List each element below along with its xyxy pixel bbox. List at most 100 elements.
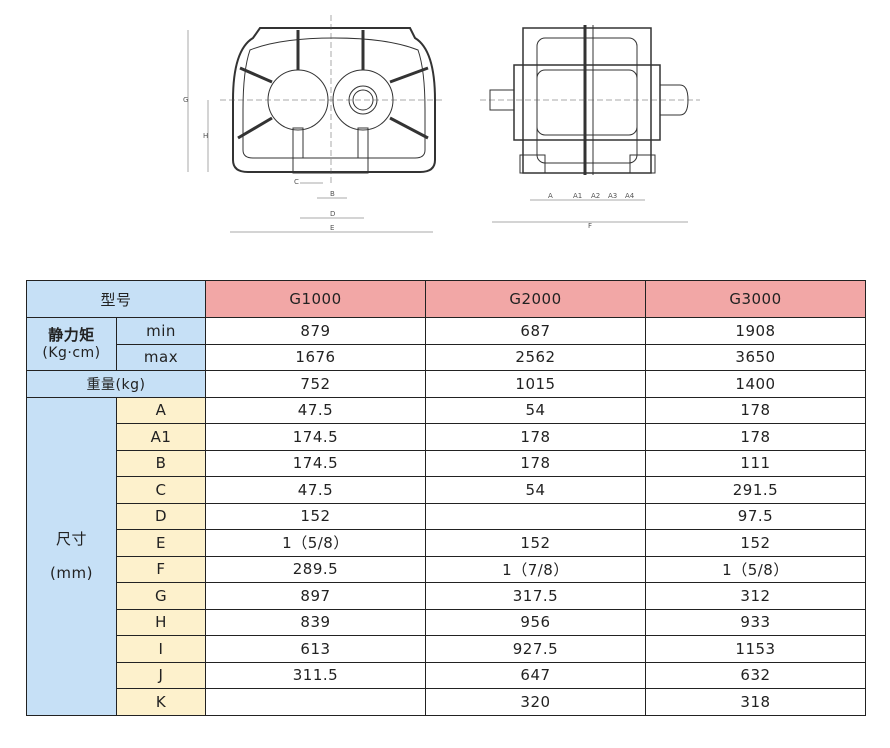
cell: 178 <box>645 423 866 451</box>
cell: 752 <box>205 370 426 398</box>
cell: 54 <box>425 476 646 504</box>
label-a2: A2 <box>591 192 600 200</box>
cell: 152 <box>205 502 426 530</box>
dimension-key: J <box>116 661 206 689</box>
cell: 291.5 <box>645 476 866 504</box>
model-g1000: G1000 <box>205 280 426 318</box>
cell: 178 <box>645 396 866 424</box>
cell: 956 <box>425 608 646 636</box>
label-f: F <box>588 222 592 230</box>
cell: 1015 <box>425 370 646 398</box>
label-c: C <box>294 178 299 186</box>
cell: 54 <box>425 396 646 424</box>
dimension-key: E <box>116 529 206 557</box>
cell: 174.5 <box>205 449 426 477</box>
dimension-key: F <box>116 555 206 583</box>
header-row: 型号 G1000 G2000 G3000 <box>26 280 866 318</box>
label-a3: A3 <box>608 192 617 200</box>
cell: 47.5 <box>205 476 426 504</box>
dimension-row: I 613 927.5 1153 <box>27 635 866 663</box>
cell: 933 <box>645 608 866 636</box>
label-e: E <box>330 224 334 232</box>
dimension-row: K 320 318 <box>27 688 866 716</box>
torque-max-row: max 1676 2562 3650 <box>27 343 866 371</box>
cell: 879 <box>205 317 426 345</box>
min-label: min <box>116 317 206 345</box>
dimension-row: C 47.5 54 291.5 <box>27 476 866 504</box>
cell: 317.5 <box>425 582 646 610</box>
cell: 311.5 <box>205 661 426 689</box>
side-view-labels: A A1 A2 A3 A4 F <box>548 192 635 230</box>
dimension-row: B 174.5 178 111 <box>27 449 866 477</box>
dimensions-label: 尺寸 (mm) <box>26 396 117 716</box>
cell: 178 <box>425 449 646 477</box>
dimension-key: D <box>116 502 206 530</box>
cell: 289.5 <box>205 555 426 583</box>
dimensions-unit: (mm) <box>50 564 93 582</box>
cell: 1908 <box>645 317 866 345</box>
torque-unit: (Kg·cm) <box>42 345 101 361</box>
dimension-row: F 289.5 1（7/8） 1（5/8） <box>27 555 866 583</box>
cell: 3650 <box>645 343 866 371</box>
label-g: G <box>183 96 188 104</box>
dimension-row: J 311.5 647 632 <box>27 661 866 689</box>
cell: 1（5/8） <box>205 529 426 557</box>
cell: 318 <box>645 688 866 716</box>
dimension-row: 尺寸 (mm) A 47.5 54 178 <box>26 396 866 716</box>
front-view <box>187 15 445 233</box>
cell: 320 <box>425 688 646 716</box>
weight-label: 重量(kg) <box>26 370 206 398</box>
model-label: 型号 <box>26 280 206 318</box>
max-label: max <box>116 343 206 371</box>
dimension-row: G 897 317.5 312 <box>27 582 866 610</box>
cell: 2562 <box>425 343 646 371</box>
cell: 111 <box>645 449 866 477</box>
dimension-row: A1 174.5 178 178 <box>27 423 866 451</box>
label-b: B <box>330 190 335 198</box>
torque-min-row: 静力矩 (Kg·cm) min 879 687 1908 <box>26 317 866 371</box>
dimension-key: G <box>116 582 206 610</box>
label-d: D <box>330 210 335 218</box>
cell: 1153 <box>645 635 866 663</box>
cell: 174.5 <box>205 423 426 451</box>
dimension-key: A <box>116 396 206 424</box>
cell: 97.5 <box>645 502 866 530</box>
cell: 152 <box>425 529 646 557</box>
weight-row: 重量(kg) 752 1015 1400 <box>26 370 866 398</box>
dimension-key: A1 <box>116 423 206 451</box>
dimensions-title: 尺寸 <box>55 530 87 548</box>
cell: 613 <box>205 635 426 663</box>
cell: 897 <box>205 582 426 610</box>
torque-title: 静力矩 <box>48 326 95 344</box>
cell: 152 <box>645 529 866 557</box>
front-view-labels: G H C B D E <box>183 96 335 232</box>
cell: 1（7/8） <box>425 555 646 583</box>
dimension-row: E 1（5/8） 152 152 <box>27 529 866 557</box>
cell: 312 <box>645 582 866 610</box>
cell: 927.5 <box>425 635 646 663</box>
cell: 839 <box>205 608 426 636</box>
dimension-key: K <box>116 688 206 716</box>
dimension-key: I <box>116 635 206 663</box>
cell <box>205 688 426 716</box>
cell: 1（5/8） <box>645 555 866 583</box>
dimension-row: H 839 956 933 <box>27 608 866 636</box>
label-a1: A1 <box>573 192 582 200</box>
spec-table: 型号 G1000 G2000 G3000 静力矩 (Kg·cm) min 879… <box>26 280 866 716</box>
cell: 647 <box>425 661 646 689</box>
model-g3000: G3000 <box>645 280 866 318</box>
label-h: H <box>203 132 208 140</box>
technical-drawing: G H C B D E A A1 A2 A3 A4 F <box>183 15 700 233</box>
cell: 632 <box>645 661 866 689</box>
model-g2000: G2000 <box>425 280 646 318</box>
dimension-key: H <box>116 608 206 636</box>
side-view <box>480 25 700 223</box>
cell: 1676 <box>205 343 426 371</box>
label-a: A <box>548 192 553 200</box>
cell: 687 <box>425 317 646 345</box>
dimension-key: B <box>116 449 206 477</box>
dimension-key: C <box>116 476 206 504</box>
dimension-row: D 152 97.5 <box>27 502 866 530</box>
cell: 47.5 <box>205 396 426 424</box>
label-a4: A4 <box>625 192 635 200</box>
